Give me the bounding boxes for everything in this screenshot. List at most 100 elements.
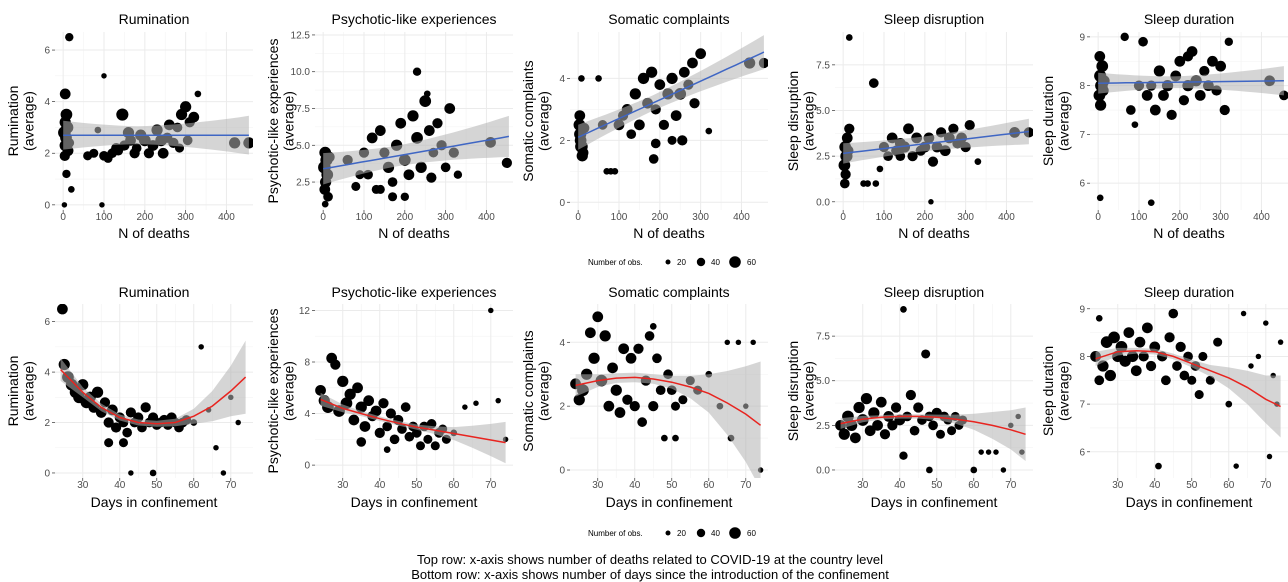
panel-1-0-point-0 bbox=[57, 304, 68, 315]
panel-1-0-ytick-label-0: 0 bbox=[44, 468, 50, 479]
panel-1-1-plot-area bbox=[315, 307, 509, 464]
panel-1-3-xtick-label-2: 50 bbox=[931, 480, 943, 491]
panel-0-4: 0 100 200 300 400 6 7 8 9 Sleep duration N of deat… bbox=[1040, 11, 1288, 241]
panel-1-4-xtick-label-3: 60 bbox=[1223, 480, 1235, 491]
panel-0-0-plot-area bbox=[58, 32, 253, 208]
panel-0-3-ytick-label-0: 0.0 bbox=[816, 197, 830, 208]
panel-1-0-point-10 bbox=[91, 386, 104, 398]
panel-1-4-ytick-label-0: 6 bbox=[1079, 447, 1085, 458]
panel-1-4-xlabel: Days in confinement bbox=[1126, 494, 1253, 510]
panel-1-0-point-18 bbox=[122, 427, 133, 438]
panel-0-2-ylabel-line-0: Somatic complaints bbox=[520, 60, 536, 181]
panel-0-0-title: Rumination bbox=[119, 11, 190, 27]
legend-bottom-title: Number of obs. bbox=[588, 529, 643, 538]
panel-0-1-xtick-label-0: 0 bbox=[320, 212, 326, 223]
legend-bottom-label-60: 60 bbox=[747, 529, 756, 538]
panel-1-3-title: Sleep disruption bbox=[884, 284, 984, 300]
panel-0-3-point-20 bbox=[903, 123, 914, 135]
panel-1-2-point-20 bbox=[644, 331, 655, 341]
panel-1-2-point-12 bbox=[614, 407, 626, 418]
panel-0-0-point-23 bbox=[131, 143, 142, 153]
panel-0-0-ytick-label-3: 6 bbox=[44, 46, 50, 57]
panel-0-1-xlabel: N of deaths bbox=[378, 225, 450, 241]
panel-0-1-ylabel: Psychotic-like experiences(average) bbox=[265, 39, 296, 204]
panel-0-2-xtick-label-3: 300 bbox=[692, 212, 709, 223]
panel-1-1-point-38 bbox=[488, 307, 494, 314]
panel-1-0-point-42 bbox=[128, 470, 134, 476]
panel-0-2-ytick-label-1: 2 bbox=[559, 136, 565, 147]
legend-top-dot-40 bbox=[696, 257, 706, 267]
panel-1-1-point-13 bbox=[363, 395, 375, 407]
panel-0-2-point-35 bbox=[689, 98, 700, 109]
panel-1-2-plot-area bbox=[570, 311, 764, 478]
panel-0-4-point-3 bbox=[1096, 60, 1109, 72]
panel-0-2-point-40 bbox=[650, 138, 661, 149]
panel-1-0-xtick-label-2: 50 bbox=[151, 480, 163, 491]
panel-1-3-ytick-label-2: 5.0 bbox=[816, 376, 830, 387]
panel-1-2-fit-line bbox=[575, 376, 762, 426]
panel-0-4-point-23 bbox=[1178, 95, 1190, 106]
panel-1-3-point-19 bbox=[905, 389, 916, 401]
panel-1-4-point-34 bbox=[1240, 310, 1247, 317]
panel-1-3-point-34 bbox=[970, 466, 978, 474]
panel-0-3-xtick-label-1: 100 bbox=[876, 212, 893, 223]
panel-1-1-point-20 bbox=[389, 434, 400, 445]
panel-0-1-ytick-label-4: 12.5 bbox=[291, 30, 311, 41]
panel-1-0-ylabel: Rumination(average) bbox=[5, 356, 36, 427]
panel-0-3-title: Sleep disruption bbox=[884, 11, 984, 27]
panel-1-4-point-5 bbox=[1108, 331, 1120, 344]
panel-1-1-point-36 bbox=[462, 404, 468, 410]
panel-1-1-title: Psychotic-like experiences bbox=[332, 284, 497, 300]
panel-0-4-point-10 bbox=[1125, 105, 1136, 115]
panel-0-1-point-33 bbox=[444, 103, 456, 114]
panel-1-4-xtick-label-2: 50 bbox=[1186, 480, 1198, 491]
panel-1-2-point-1 bbox=[573, 394, 585, 406]
panel-1-3-xtick-label-3: 60 bbox=[968, 480, 980, 491]
panel-0-1-point-39 bbox=[400, 192, 410, 201]
panel-1-0-point-41 bbox=[235, 419, 241, 426]
panel-1-4-point-33 bbox=[1233, 463, 1239, 469]
panel-0-1-point-32 bbox=[440, 162, 451, 173]
panel-1-2-point-21 bbox=[648, 401, 659, 412]
panel-1-0-point-15 bbox=[110, 422, 122, 433]
panel-1-1-ci-band bbox=[320, 392, 506, 464]
legend-bottom-dot-40 bbox=[696, 528, 706, 538]
panel-1-4-point-11 bbox=[1130, 365, 1142, 377]
panel-0-0-point-1 bbox=[59, 88, 71, 100]
panel-1-0-point-38 bbox=[213, 444, 219, 451]
panel-1-3-point-35 bbox=[978, 449, 984, 455]
panel-0-0-point-30 bbox=[157, 147, 169, 159]
panel-0-3-xtick-label-3: 300 bbox=[957, 212, 974, 223]
panel-0-4-point-5 bbox=[1094, 51, 1106, 62]
panel-0-0-xtick-label-4: 400 bbox=[218, 212, 235, 223]
panel-0-3-point-4 bbox=[841, 132, 853, 144]
panel-0-2-point-31 bbox=[677, 135, 688, 146]
panel-1-4-point-35 bbox=[1248, 363, 1254, 369]
panel-0-1-point-20 bbox=[395, 117, 407, 129]
panel-1-4-point-30 bbox=[1205, 375, 1215, 385]
legend-top-label-60: 60 bbox=[747, 258, 756, 267]
panel-1-1-xtick-label-1: 40 bbox=[374, 480, 386, 491]
panel-1-3-ytick-label-3: 7.5 bbox=[816, 332, 830, 343]
panel-1-3-point-23 bbox=[921, 349, 931, 359]
panel-0-2: 0 100 200 300 400 0 2 4 Somatic complaints N of d… bbox=[520, 11, 768, 241]
panel-1-3-ylabel-line-0: Sleep disruption bbox=[785, 341, 801, 441]
panel-0-4-point-13 bbox=[1138, 36, 1148, 47]
panel-1-4-xtick-label-0: 30 bbox=[1112, 480, 1124, 491]
panel-1-3-point-8 bbox=[864, 425, 876, 437]
panel-0-1: 0 100 200 300 4002.55.07.510.012.5Psychotic-… bbox=[265, 11, 513, 241]
panel-0-1-point-41 bbox=[423, 90, 431, 98]
panel-1-3-xtick-label-4: 70 bbox=[1005, 480, 1017, 491]
panel-0-0-point-9 bbox=[59, 150, 70, 161]
panel-1-1-point-31 bbox=[430, 441, 440, 451]
panel-0-0-point-37 bbox=[180, 101, 192, 113]
panel-1-3-ytick-label-1: 2.5 bbox=[816, 421, 830, 432]
panel-0-4-point-22 bbox=[1174, 55, 1186, 67]
panel-0-4-point-30 bbox=[1207, 55, 1218, 67]
panel-1-1-point-15 bbox=[370, 405, 382, 417]
panel-1-3-point-20 bbox=[909, 425, 920, 436]
panel-1-1-point-39 bbox=[495, 397, 501, 404]
panel-1-4-point-24 bbox=[1179, 370, 1190, 381]
